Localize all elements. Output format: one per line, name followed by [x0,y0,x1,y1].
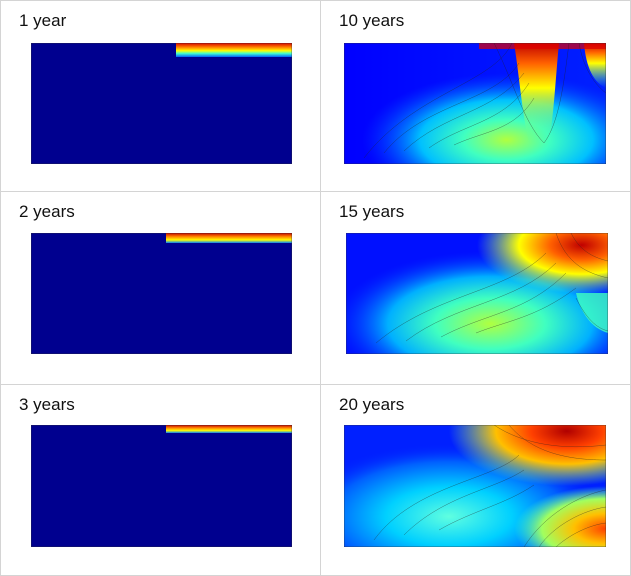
panel-label: 10 years [339,11,405,30]
concentration-plot [31,43,292,164]
concentration-plot [344,425,606,547]
panel-2-years: 2 years [0,191,321,385]
panel-3-years: 3 years [0,384,321,576]
concentration-plot [31,425,292,547]
concentration-plot [344,43,606,164]
panel-10-years: 10 years [320,0,631,192]
panel-label: 2 years [19,202,75,221]
panel-label: 1 year [19,11,67,30]
panel-label: 15 years [339,202,405,221]
concentration-plot [346,233,608,354]
panel-label: 3 years [19,395,75,414]
concentration-plot [31,233,292,354]
panel-1-year: 1 year [0,0,321,192]
panel-15-years: 15 years [320,191,631,385]
panel-label: 20 years [339,395,405,414]
panel-20-years: 20 years [320,384,631,576]
